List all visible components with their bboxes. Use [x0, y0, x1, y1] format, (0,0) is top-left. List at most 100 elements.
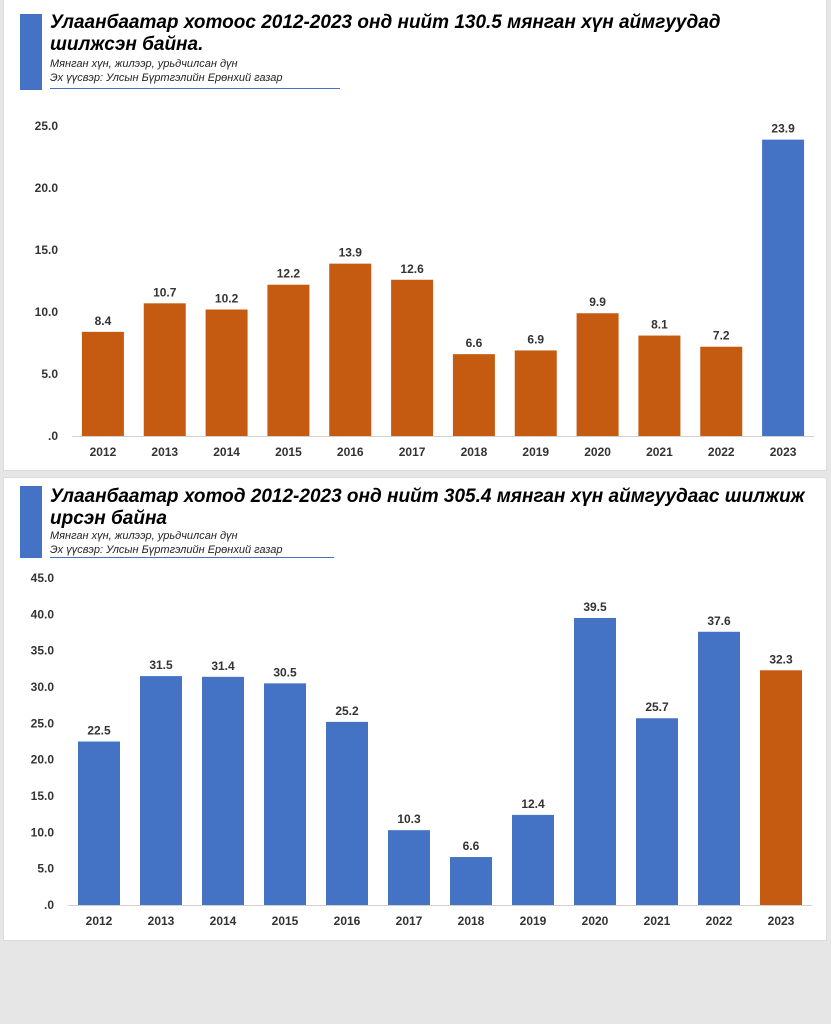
- x-tick-label: 2019: [520, 914, 547, 928]
- x-tick-label: 2013: [151, 445, 178, 459]
- x-tick-label: 2023: [768, 914, 795, 928]
- bar-2021: [638, 335, 681, 436]
- x-tick-label: 2012: [86, 914, 113, 928]
- data-label: 12.6: [400, 262, 424, 276]
- bar-2013: [143, 303, 186, 436]
- x-tick-label: 2022: [708, 445, 735, 459]
- y-tick-label: 15.0: [31, 789, 55, 803]
- bar-2016: [326, 721, 368, 905]
- bar-2017: [391, 279, 434, 436]
- bar-2015: [264, 683, 306, 905]
- bar-chart-outflow: .0 5.0 10.0 15.0 20.0 25.0 8.4 2012 10.7 2013 10.2…: [35, 119, 814, 459]
- y-tick-label: 10.0: [31, 825, 55, 839]
- data-label: 6.9: [527, 332, 544, 346]
- x-tick-label: 2021: [646, 445, 673, 459]
- x-tick-label: 2017: [399, 445, 426, 459]
- bar-chart-inflow: .0 5.0 10.0 15.0 20.0 25.0 30.0 35.0 40.0 45.0 22.…: [31, 571, 812, 928]
- y-tick-label: 15.0: [35, 243, 59, 257]
- bar-2022: [700, 346, 743, 436]
- data-label: 25.2: [335, 704, 359, 718]
- data-label: 6.6: [463, 839, 480, 853]
- x-tick-label: 2018: [461, 445, 488, 459]
- y-tick-label: 35.0: [31, 644, 55, 658]
- x-tick-label: 2019: [522, 445, 549, 459]
- y-tick-label: .0: [44, 898, 54, 912]
- data-label: 31.5: [149, 658, 173, 672]
- data-label: 39.5: [583, 600, 607, 614]
- bar-2020: [574, 617, 616, 905]
- x-tick-label: 2012: [90, 445, 117, 459]
- title-accent-bar: [20, 486, 42, 558]
- x-tick-label: 2016: [334, 914, 361, 928]
- bar-2021: [636, 718, 678, 905]
- chart-source: Эх үүсвэр: Улсын Бүртгэлийн Ерөнхий газа…: [50, 544, 283, 556]
- data-label: 12.2: [277, 267, 301, 281]
- chart-title: Улаанбаатар хотод 2012-2023 онд нийт 305…: [50, 486, 805, 529]
- data-label: 10.3: [397, 812, 421, 826]
- source-underline: [50, 88, 340, 89]
- source-underline: [50, 557, 334, 558]
- data-label: 9.9: [589, 295, 606, 309]
- y-tick-label: 20.0: [35, 181, 59, 195]
- data-label: 7.2: [713, 329, 730, 343]
- title-accent-bar: [20, 14, 42, 90]
- bar-2023: [760, 670, 802, 905]
- x-tick-label: 2020: [582, 914, 609, 928]
- bar-2023: [762, 139, 805, 436]
- data-label: 12.4: [521, 797, 545, 811]
- x-tick-label: 2013: [148, 914, 175, 928]
- data-label: 30.5: [273, 665, 297, 679]
- x-tick-label: 2023: [770, 445, 797, 459]
- chart-source: Эх үүсвэр: Улсын Бүртгэлийн Ерөнхий газа…: [50, 72, 283, 84]
- x-tick-label: 2014: [210, 914, 237, 928]
- data-label: 10.7: [153, 285, 177, 299]
- y-tick-label: 25.0: [31, 716, 55, 730]
- data-label: 31.4: [211, 659, 235, 673]
- data-label: 8.4: [95, 314, 112, 328]
- bar-2018: [450, 857, 492, 905]
- data-label: 6.6: [466, 336, 483, 350]
- data-label: 25.7: [645, 700, 669, 714]
- y-tick-label: .0: [48, 429, 58, 443]
- x-tick-label: 2015: [275, 445, 302, 459]
- y-tick-label: 5.0: [37, 862, 54, 876]
- data-label: 23.9: [771, 122, 795, 136]
- data-label: 32.3: [769, 652, 793, 666]
- x-tick-label: 2021: [644, 914, 671, 928]
- y-tick-label: 5.0: [41, 367, 58, 381]
- y-tick-label: 40.0: [31, 607, 55, 621]
- y-tick-label: 20.0: [31, 753, 55, 767]
- x-tick-label: 2015: [272, 914, 299, 928]
- x-tick-label: 2022: [706, 914, 733, 928]
- bar-2012: [81, 331, 124, 436]
- data-label: 8.1: [651, 318, 668, 332]
- x-tick-label: 2018: [458, 914, 485, 928]
- bar-2022: [698, 631, 740, 905]
- x-tick-label: 2014: [213, 445, 240, 459]
- y-tick-label: 25.0: [35, 119, 59, 133]
- chart-panel-outflow: Улаанбаатар хотоос 2012-2023 онд нийт 13…: [4, 0, 826, 470]
- chart-panel-inflow: Улаанбаатар хотод 2012-2023 онд нийт 305…: [4, 478, 826, 940]
- bar-2014: [202, 676, 244, 905]
- data-label: 13.9: [339, 246, 363, 260]
- bar-2017: [388, 830, 430, 905]
- chart-unit: Мянган хүн, жилээр, урьдчилсан дүн: [50, 530, 238, 542]
- bar-2020: [576, 313, 619, 436]
- bar-2012: [78, 741, 120, 905]
- bar-2016: [329, 263, 372, 436]
- x-tick-label: 2016: [337, 445, 364, 459]
- chart-title: Улаанбаатар хотоос 2012-2023 онд нийт 13…: [50, 12, 721, 55]
- data-label: 37.6: [707, 614, 731, 628]
- bar-2014: [205, 309, 248, 436]
- y-tick-label: 45.0: [31, 571, 55, 585]
- y-tick-label: 30.0: [31, 680, 55, 694]
- bar-2013: [140, 676, 182, 905]
- bar-2018: [452, 354, 495, 436]
- x-tick-label: 2020: [584, 445, 611, 459]
- y-tick-label: 10.0: [35, 305, 59, 319]
- bar-2015: [267, 284, 310, 436]
- data-label: 10.2: [215, 292, 239, 306]
- x-tick-label: 2017: [396, 914, 423, 928]
- bar-2019: [512, 814, 554, 905]
- chart-unit: Мянган хүн, жилээр, урьдчилсан дүн: [50, 58, 238, 70]
